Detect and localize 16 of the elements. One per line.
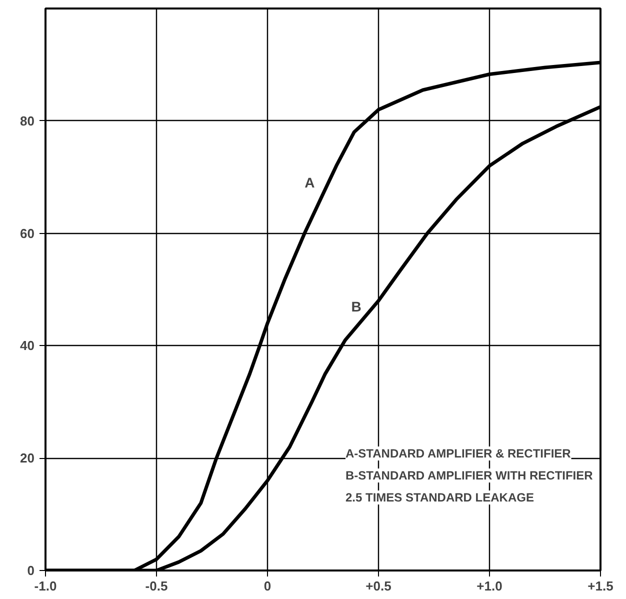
- x-tick-label: 0: [264, 578, 272, 594]
- y-tick-label: 80: [20, 113, 35, 128]
- y-tick-label: 20: [20, 450, 35, 466]
- y-tick-label: 60: [20, 226, 35, 241]
- annotation: B-STANDARD AMPLIFIER WITH RECTIFIER: [346, 468, 594, 482]
- annotation: A-STANDARD AMPLIFIER & RECTIFIER: [346, 446, 572, 460]
- annotation: B: [351, 298, 362, 314]
- x-tick-label: +0.5: [366, 578, 392, 594]
- annotation: A: [304, 174, 315, 191]
- x-tick-label: -1.0: [34, 578, 57, 594]
- y-tick-label: 0: [27, 563, 35, 578]
- x-tick-label: -0.5: [145, 578, 168, 594]
- y-tick-label: 40: [20, 338, 35, 354]
- x-tick-label: +1.0: [476, 578, 502, 594]
- x-tick-label: +1.5: [588, 578, 614, 594]
- annotation: 2.5 TIMES STANDARD LEAKAGE: [346, 490, 534, 504]
